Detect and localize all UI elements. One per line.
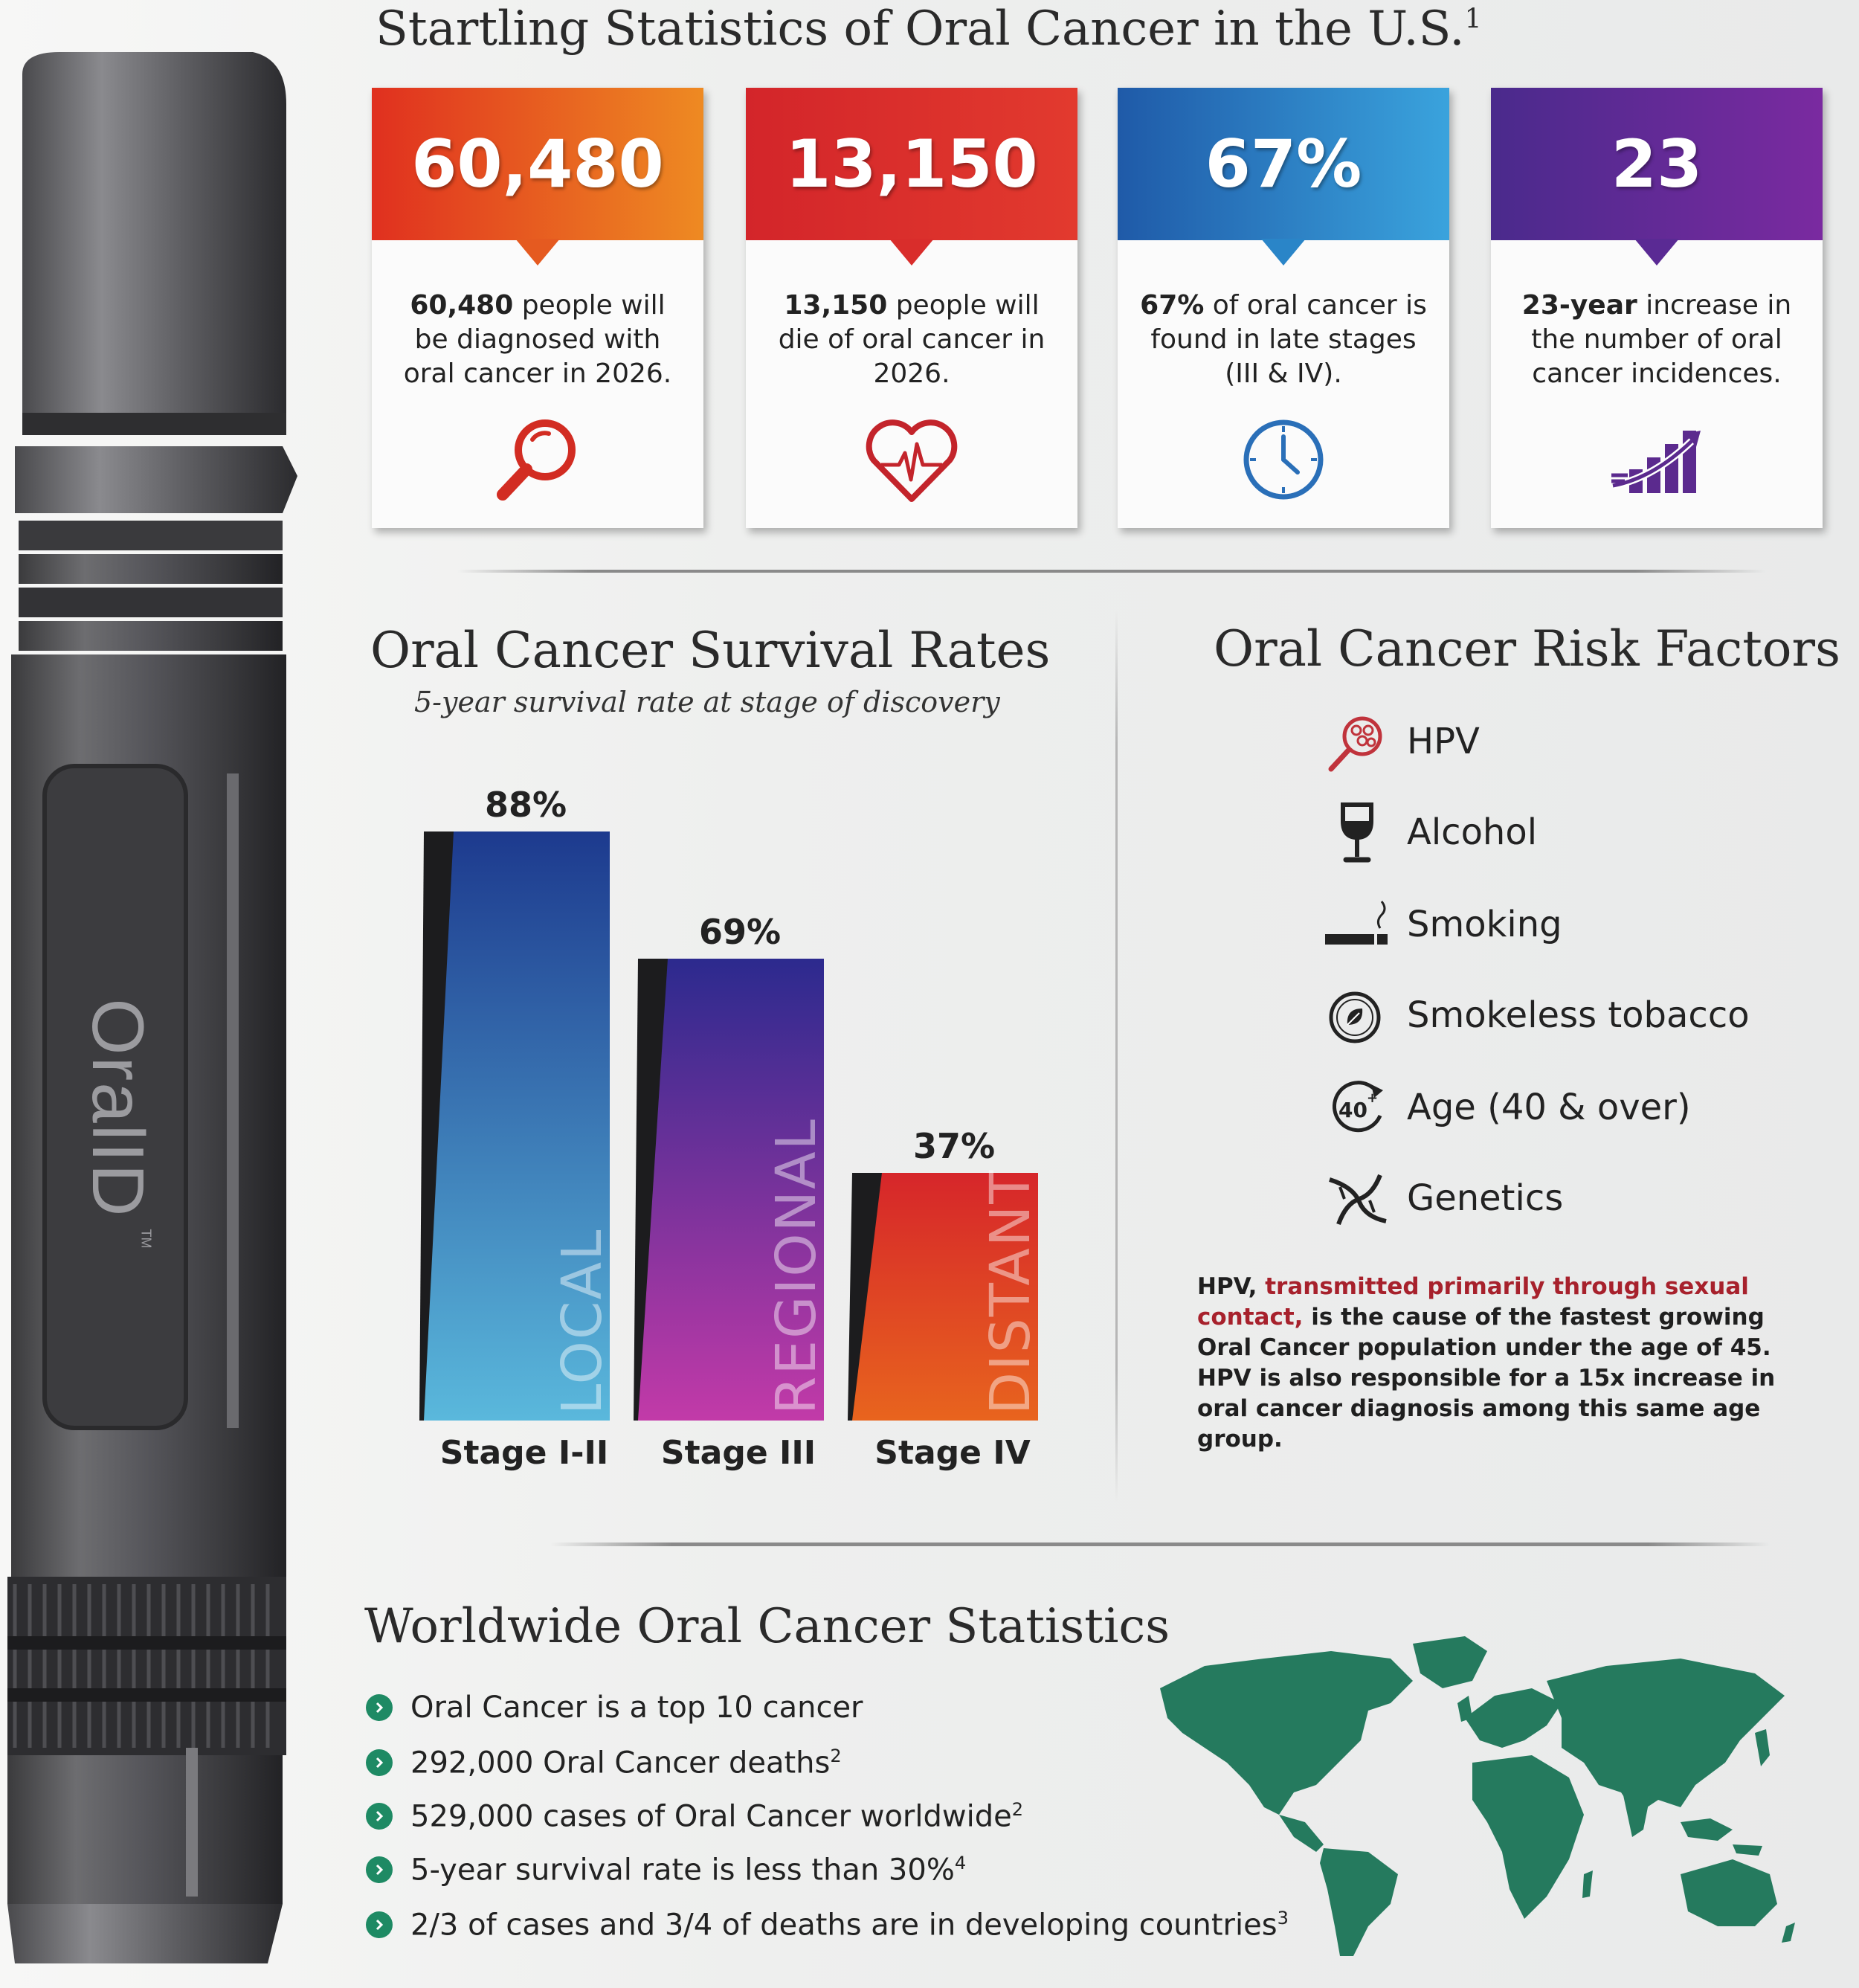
risk-label: Age (40 & over) (1407, 1087, 1691, 1128)
survival-title: Oral Cancer Survival Rates (370, 622, 1051, 679)
risk-label: Smokeless tobacco (1407, 994, 1750, 1036)
bar-stage-name: LOCAL (550, 1229, 614, 1415)
risk-title: Oral Cancer Risk Factors (1214, 620, 1840, 678)
section-divider (550, 1543, 1770, 1546)
worldwide-stat-text: 2/3 of cases and 3/4 of deaths are in de… (410, 1907, 1289, 1943)
stat-card-pointer (1634, 239, 1679, 266)
svg-text:+: + (1367, 1090, 1378, 1106)
stat-description: 13,150 people will die of oral cancer in… (778, 290, 1046, 389)
survival-bar (638, 959, 824, 1421)
survival-subtitle: 5-year survival rate at stage of discove… (414, 686, 1000, 718)
stat-card-header: 60,480 (372, 88, 703, 240)
stat-card-diagnosed: 60,480 60,480 people will be diagnosed w… (372, 88, 703, 528)
worldwide-stat-text: 529,000 cases of Oral Cancer worldwide2 (410, 1798, 1023, 1834)
bar-value-label: 69% (699, 912, 781, 952)
risk-label: HPV (1407, 721, 1480, 762)
cigarette-icon (1325, 901, 1388, 945)
clock-icon (1243, 419, 1324, 500)
hpv-note: HPV, transmitted primarily through sexua… (1197, 1273, 1776, 1453)
risk-item-smokeless-tobacco: Smokeless tobacco (1324, 982, 1750, 1049)
stat-value: 67% (1205, 126, 1362, 202)
tobacco-tin-icon (1329, 991, 1381, 1043)
device-trademark: TM (138, 1229, 154, 1249)
risk-item-alcohol: Alcohol (1324, 799, 1537, 866)
survival-rate-chart: 88% LOCAL Stage I-II 69% REGIONAL Stage III 37… (419, 785, 1043, 1472)
risk-item-hpv: HPV (1324, 708, 1480, 775)
stat-card-header: 67% (1118, 88, 1449, 240)
chevron-right-icon (366, 1856, 393, 1883)
worldwide-stat-text: 292,000 Oral Cancer deaths2 (410, 1745, 842, 1780)
bar-value-label: 88% (485, 785, 567, 825)
worldwide-stat-text: 5-year survival rate is less than 30%4 (410, 1852, 967, 1888)
stat-card-pointer (889, 239, 934, 266)
chevron-right-icon (366, 1803, 393, 1830)
stat-card-pointer (515, 239, 560, 266)
device-label-wrap: OralID (71, 967, 160, 1249)
bar-category-label: Stage III (661, 1434, 816, 1472)
risk-label: Smoking (1407, 904, 1562, 945)
us-stats-title: Startling Statistics of Oral Cancer in t… (376, 1, 1482, 57)
worldwide-stat-item: Oral Cancer is a top 10 cancer (366, 1685, 863, 1730)
risk-label: Genetics (1407, 1177, 1564, 1219)
stat-description: 60,480 people will be diagnosed with ora… (403, 290, 672, 389)
risk-item-genetics: Genetics (1324, 1165, 1563, 1232)
world-map-icon (1160, 1636, 1795, 1956)
age-40-icon: 40 + (1333, 1081, 1383, 1133)
growth-chart-icon (1611, 431, 1701, 493)
stat-description: 23-year increase in the number of oral c… (1521, 290, 1792, 389)
worldwide-title: Worldwide Oral Cancer Statistics (364, 1599, 1170, 1654)
worldwide-stat-item: 5-year survival rate is less than 30%4 (366, 1847, 966, 1892)
chevron-right-icon (366, 1911, 393, 1938)
survival-bar (424, 831, 610, 1421)
stat-description: 67% of oral cancer is found in late stag… (1140, 290, 1427, 389)
chevron-right-icon (366, 1694, 393, 1721)
stat-card-header: 23 (1491, 88, 1823, 240)
bar-value-label: 37% (913, 1126, 995, 1166)
stat-card-pointer (1261, 239, 1306, 266)
section-divider (457, 570, 1766, 573)
stat-card-deaths: 13,150 13,150 people will die of oral ca… (746, 88, 1077, 528)
wine-glass-icon (1341, 802, 1373, 863)
worldwide-stat-text: Oral Cancer is a top 10 cancer (410, 1691, 863, 1725)
svg-text:40: 40 (1338, 1098, 1367, 1122)
stat-value: 60,480 (411, 126, 664, 202)
chevron-right-icon (366, 1749, 393, 1776)
worldwide-stat-item: 2/3 of cases and 3/4 of deaths are in de… (366, 1902, 1289, 1947)
worldwide-stat-item: 292,000 Oral Cancer deaths2 (366, 1740, 842, 1785)
stat-card-header: 13,150 (746, 88, 1077, 240)
virus-icon (1328, 716, 1382, 772)
bar-category-label: Stage I-II (440, 1434, 608, 1472)
column-divider (1115, 610, 1118, 1502)
bar-stage-name: REGIONAL (764, 1118, 828, 1415)
device-label: OralID (77, 998, 159, 1218)
survival-bar (852, 1173, 1038, 1421)
stat-card-increase: 23 23-year increase in the number of ora… (1491, 88, 1823, 528)
bar-stage-name: DISTANT (979, 1169, 1043, 1415)
stat-card-late-stage: 67% 67% of oral cancer is found in late … (1118, 88, 1449, 528)
risk-label: Alcohol (1407, 811, 1538, 853)
heart-pulse-icon (866, 419, 958, 502)
risk-item-age: 40 + Age (40 & over) (1324, 1074, 1691, 1141)
bar-category-label: Stage IV (874, 1434, 1031, 1472)
dna-icon (1329, 1174, 1387, 1226)
magnifier-icon (497, 419, 576, 501)
oralid-device-image (7, 52, 297, 1963)
worldwide-stat-item: 529,000 cases of Oral Cancer worldwide2 (366, 1794, 1023, 1839)
stat-value: 23 (1611, 126, 1703, 202)
risk-item-smoking: Smoking (1324, 891, 1562, 958)
stat-value: 13,150 (785, 126, 1038, 202)
